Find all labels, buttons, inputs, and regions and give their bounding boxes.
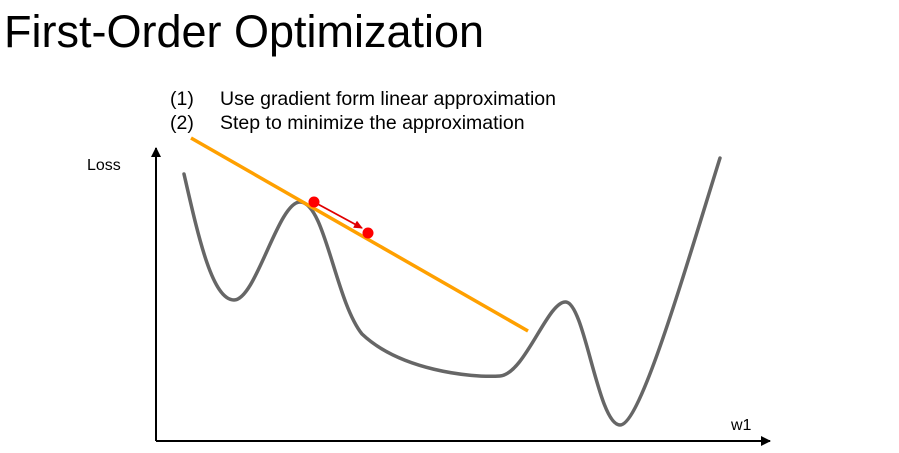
slide-title: First-Order Optimization [4, 6, 485, 57]
y-axis-label: Loss [87, 157, 121, 174]
step-text: Step to minimize the approximation [220, 112, 525, 134]
step-arrow [313, 201, 363, 229]
loss-curve [182, 156, 722, 427]
x-axis-label: w1 [731, 417, 752, 434]
steps-list: (1) Use gradient form linear approximati… [170, 87, 556, 135]
step-number: (2) [170, 112, 194, 134]
tangent-line [190, 136, 529, 333]
step-item: (1) Use gradient form linear approximati… [170, 87, 556, 111]
current-point [308, 196, 320, 208]
next-point [362, 227, 374, 239]
step-item: (2) Step to minimize the approximation [170, 111, 556, 135]
step-text: Use gradient form linear approximation [220, 88, 556, 110]
step-number: (1) [170, 88, 194, 110]
